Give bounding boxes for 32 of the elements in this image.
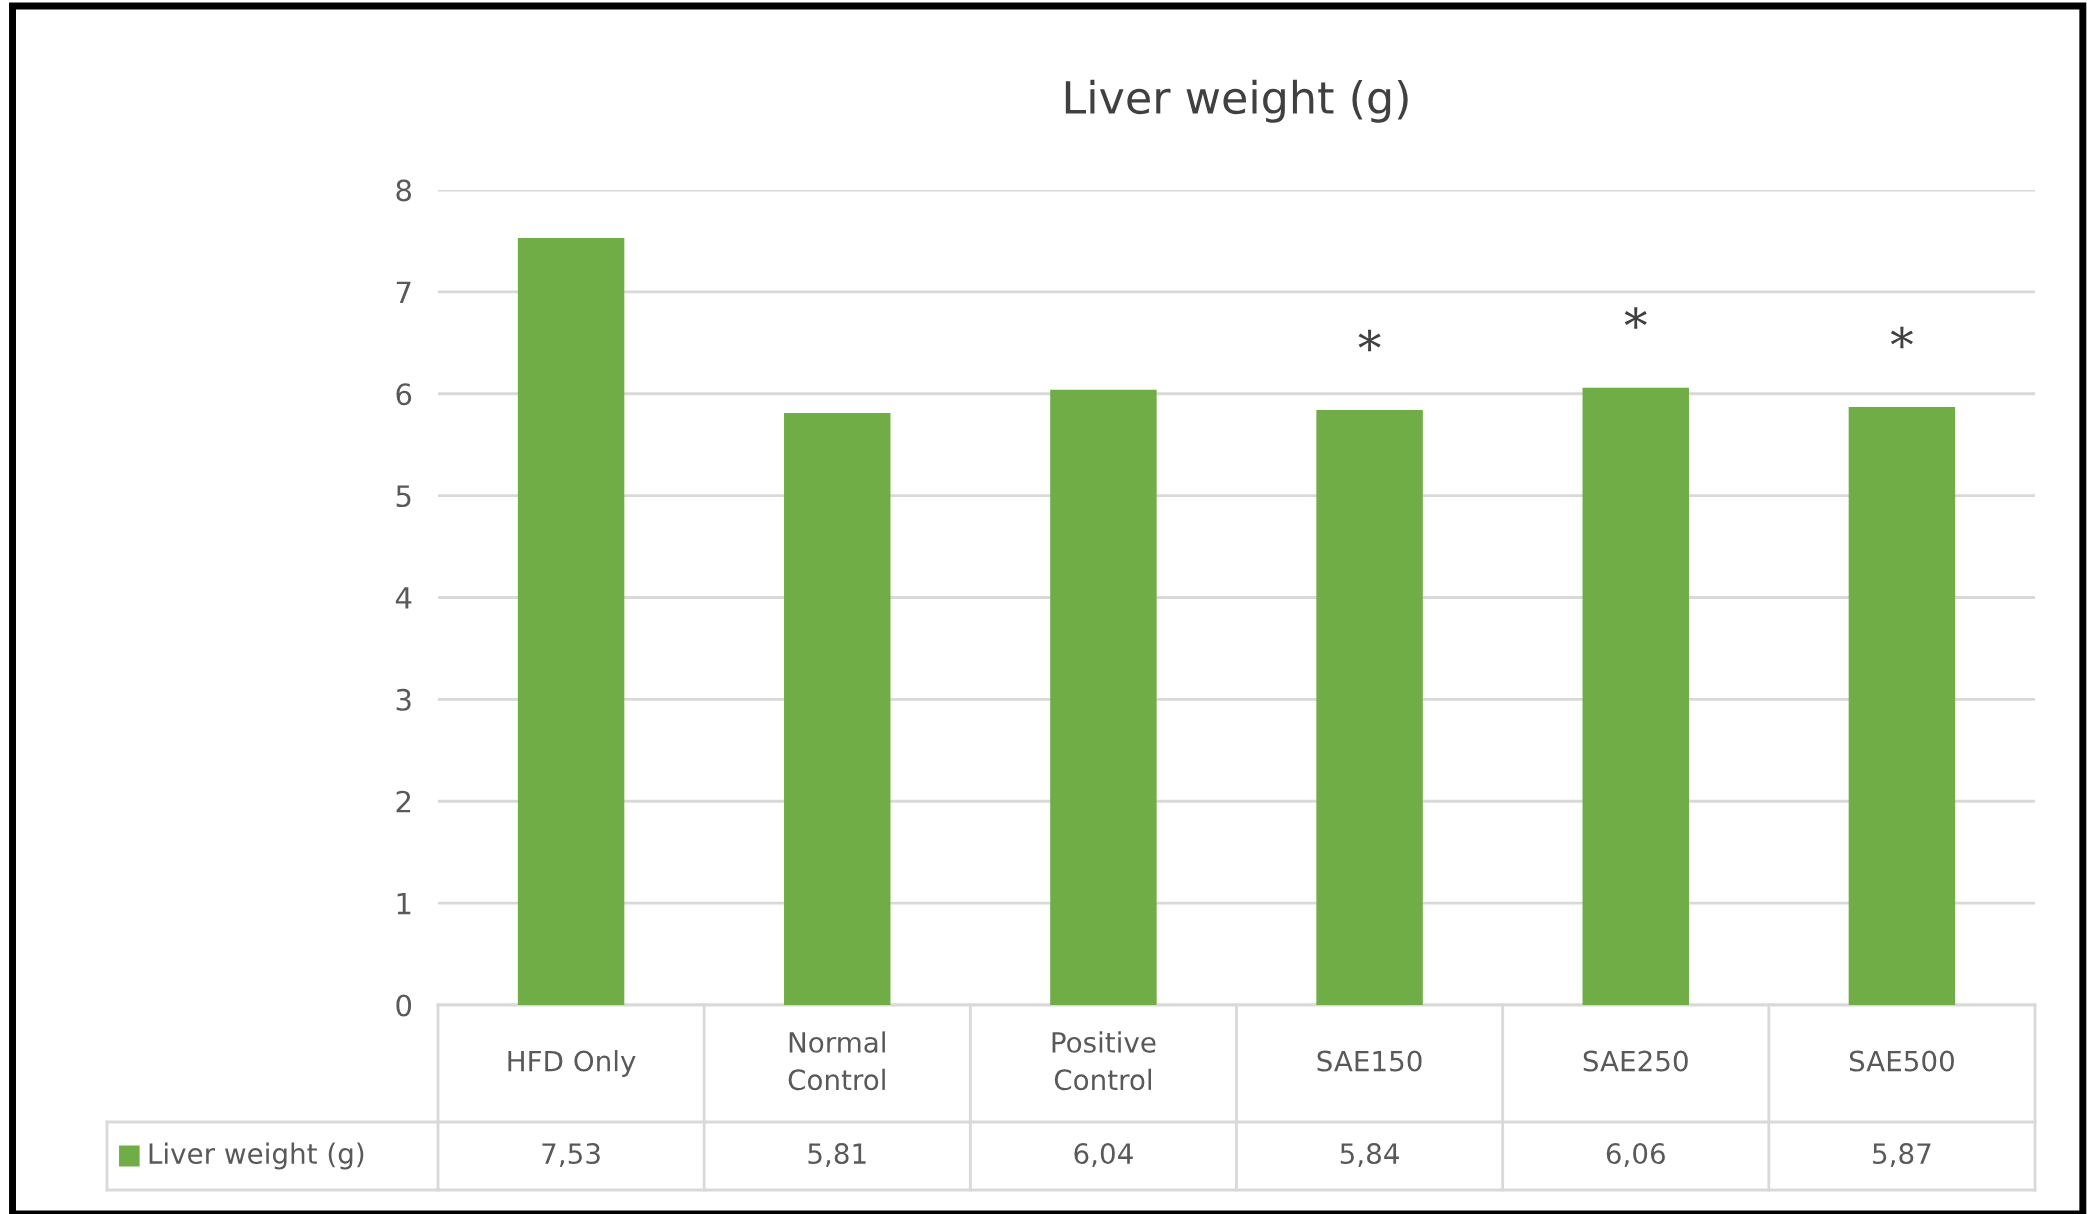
- annotation: *: [1358, 329, 1381, 352]
- x-tick-label: Normal Control: [788, 1031, 885, 1091]
- y-tick-label: 1: [397, 892, 411, 915]
- bar: [1050, 389, 1157, 1005]
- data-label: 5,84: [1340, 1143, 1399, 1167]
- bar: [784, 413, 891, 1005]
- bar: [1848, 406, 1956, 1005]
- bar: [1316, 410, 1423, 1005]
- x-tick-label: HFD Only: [508, 1050, 636, 1077]
- y-tick-label: 6: [396, 383, 412, 406]
- y-tick-label: 8: [396, 179, 411, 202]
- x-tick-label: SAE250: [1583, 1050, 1688, 1072]
- bar: [517, 237, 625, 1005]
- data-label: 7,53: [542, 1143, 600, 1167]
- x-tick-label: Positive Control: [1052, 1031, 1156, 1091]
- chart-title: Liver weight (g): [1065, 79, 1408, 123]
- y-tick-label: 7: [396, 281, 411, 303]
- x-tick-label: SAE150: [1317, 1050, 1422, 1072]
- data-label: 5,81: [808, 1143, 866, 1167]
- y-tick-label: 0: [396, 994, 412, 1017]
- y-tick-label: 3: [396, 688, 411, 711]
- y-tick-label: 2: [396, 790, 411, 813]
- data-label: 6,04: [1074, 1143, 1133, 1167]
- legend-label: Liver weight (g): [149, 1142, 364, 1170]
- data-label: 5,87: [1873, 1143, 1931, 1167]
- y-tick-label: 5: [396, 485, 411, 508]
- annotation: *: [1890, 326, 1913, 349]
- annotation: *: [1624, 307, 1647, 329]
- y-tick-label: 4: [395, 587, 412, 609]
- x-tick-label: SAE500: [1849, 1050, 1954, 1072]
- bar: [1582, 387, 1689, 1005]
- data-label: 6,06: [1606, 1143, 1665, 1167]
